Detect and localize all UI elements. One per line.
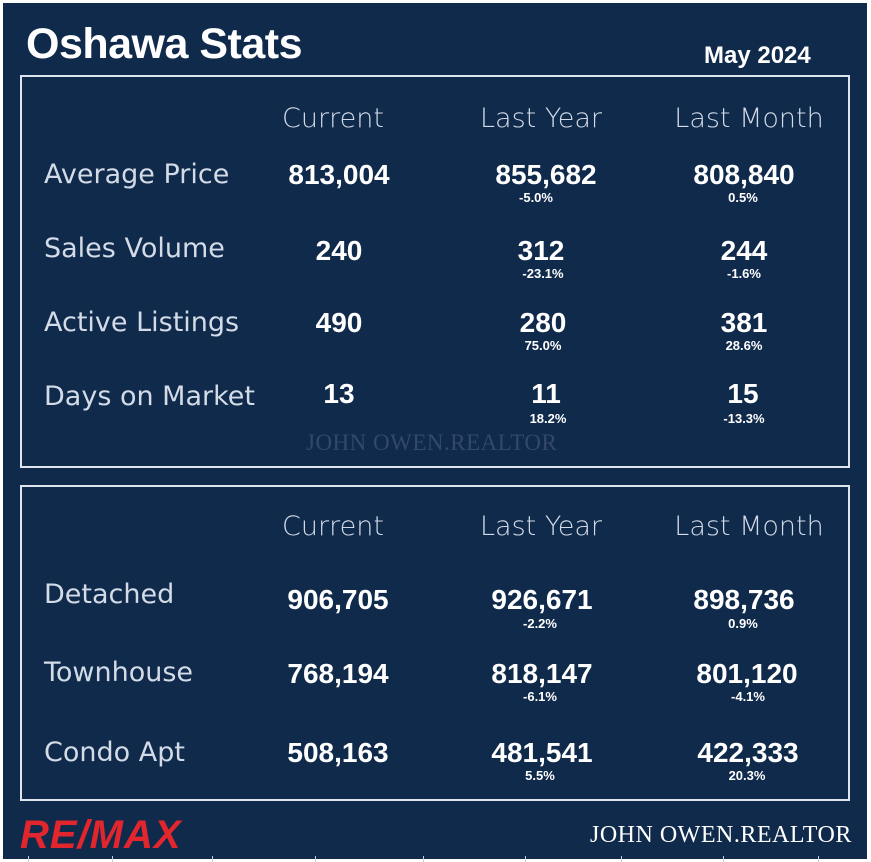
condo-apt-current: 508,163 [287,737,389,768]
townhouse-last-year: 818,147 [491,658,593,689]
detached-last-month-change: 0.9% [728,616,758,631]
condo-apt-last-month-change: 20.3% [728,768,766,783]
watermark: JOHN OWEN.REALTOR [306,430,558,455]
average-price-current: 813,004 [288,159,390,190]
property-type-panel: Current Last Year Last Month Detached 90… [20,485,850,801]
days-on-market-current: 13 [323,378,355,409]
row-label-average-price: Average Price [44,159,230,190]
condo-apt-last-month: 422,333 [697,737,799,768]
days-on-market-last-year-change: 18.2% [529,411,567,426]
sales-volume-last-month: 244 [720,235,768,266]
detached-last-month: 898,736 [693,584,795,615]
sales-volume-last-year-change: -23.1% [522,266,564,281]
row-label-condo-apt: Condo Apt [44,737,185,768]
realtor-signature: JOHN OWEN.REALTOR [590,822,852,848]
stats-card [3,3,867,859]
days-on-market-last-month: 15 [727,378,759,409]
townhouse-current: 768,194 [287,658,389,689]
column-header-last-month: Last Month [674,103,824,134]
sales-volume-last-month-change: -1.6% [727,266,761,281]
bottom-tick-marks [0,856,871,862]
row-label-townhouse: Townhouse [44,657,194,688]
column-header-last-month: Last Month [674,511,824,542]
summary-panel: Current Last Year Last Month Average Pri… [20,75,850,468]
days-on-market-last-year: 11 [531,378,561,409]
average-price-last-year: 855,682 [495,159,597,190]
condo-apt-last-year-change: 5.5% [525,768,555,783]
column-header-current: Current [282,511,384,542]
row-label-detached: Detached [44,579,175,610]
detached-last-year-change: -2.2% [523,616,557,631]
row-label-days-on-market: Days on Market [44,381,255,412]
detached-current: 906,705 [287,584,389,615]
sales-volume-current: 240 [315,235,363,266]
row-label-active-listings: Active Listings [44,307,240,338]
active-listings-last-month-change: 28.6% [725,338,763,353]
average-price-last-month-change: 0.5% [728,190,758,205]
column-header-last-year: Last Year [480,511,602,542]
days-on-market-last-month-change: -13.3% [723,411,765,426]
report-date: May 2024 [704,42,811,69]
average-price-last-year-change: -5.0% [519,190,553,205]
sales-volume-last-year: 312 [517,235,565,266]
active-listings-last-month: 381 [720,307,768,338]
detached-last-year: 926,671 [491,584,593,615]
townhouse-last-month-change: -4.1% [731,689,765,704]
remax-logo: RE/MAX [20,813,182,857]
active-listings-last-year-change: 75.0% [524,338,562,353]
row-label-sales-volume: Sales Volume [44,233,225,264]
condo-apt-last-year: 481,541 [491,737,593,768]
townhouse-last-year-change: -6.1% [523,689,557,704]
townhouse-last-month: 801,120 [696,658,798,689]
column-header-last-year: Last Year [480,103,602,134]
column-header-current: Current [282,103,384,134]
page-title: Oshawa Stats [26,20,303,68]
active-listings-last-year: 280 [519,307,567,338]
active-listings-current: 490 [315,307,363,338]
average-price-last-month: 808,840 [693,159,795,190]
